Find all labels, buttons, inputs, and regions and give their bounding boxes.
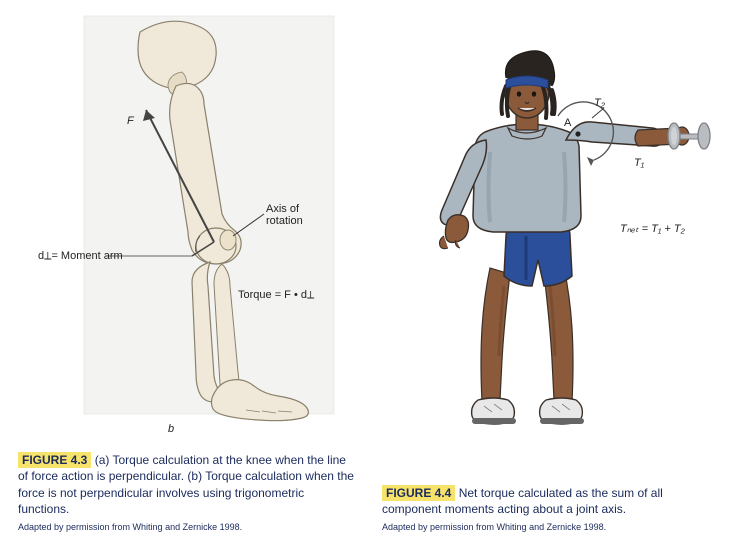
label-axis-1: Axis of bbox=[266, 203, 300, 215]
figure-4-3-credit: Adapted by permission from Whiting and Z… bbox=[18, 522, 358, 532]
figure-4-4-illustration: A T₂ T₁ Tₙₑₜ = T₁ + T₂ bbox=[382, 14, 712, 479]
figure-4-4-caption: FIGURE 4.4 Net torque calculated as the … bbox=[382, 485, 712, 517]
label-T1: T₁ bbox=[634, 157, 645, 169]
figure-4-3-illustration: F Axis of rotation d⟂= Moment arm Torque… bbox=[18, 14, 358, 446]
figure-4-4-credit: Adapted by permission from Whiting and Z… bbox=[382, 522, 712, 532]
panel-letter-b: b bbox=[168, 423, 174, 434]
label-Tnet: Tₙₑₜ = T₁ + T₂ bbox=[620, 223, 686, 235]
label-A: A bbox=[564, 117, 572, 129]
figure-4-4-column: A T₂ T₁ Tₙₑₜ = T₁ + T₂ FIGURE 4.4 Net to… bbox=[382, 14, 712, 532]
figure-4-3-caption: FIGURE 4.3 (a) Torque calculation at the… bbox=[18, 452, 358, 517]
label-torque: Torque = F • d⟂ bbox=[238, 289, 315, 301]
figure-4-4-number: FIGURE 4.4 bbox=[382, 485, 455, 501]
figure-4-3-column: F Axis of rotation d⟂= Moment arm Torque… bbox=[18, 14, 358, 532]
label-T2: T₂ bbox=[594, 97, 606, 109]
figure-4-3-number: FIGURE 4.3 bbox=[18, 452, 91, 468]
label-axis-2: rotation bbox=[266, 215, 303, 227]
label-moment-arm: d⟂= Moment arm bbox=[38, 250, 123, 262]
